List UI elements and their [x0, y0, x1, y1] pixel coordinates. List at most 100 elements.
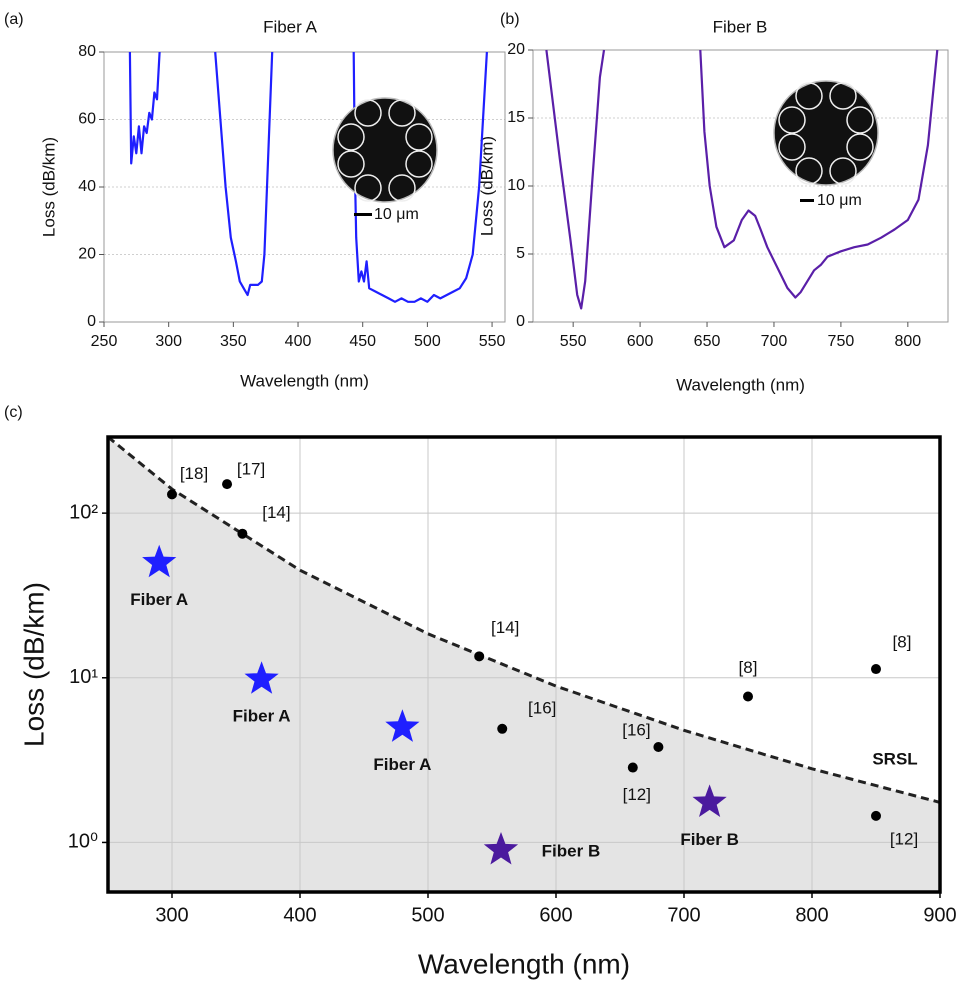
data-point: [237, 528, 248, 539]
fiber-cross-section: [773, 80, 879, 186]
data-point: [167, 489, 177, 500]
reference-label: [12]: [623, 785, 651, 804]
scale-label: 10 μm: [374, 206, 419, 223]
chart-title: Fiber A: [263, 17, 318, 36]
fiber-a-inset: 10 μm: [332, 97, 438, 223]
capillary: [354, 99, 382, 127]
y-tick-label: 10⁰: [68, 831, 98, 853]
panel: (a) Fiber A Wavelength (nm) Loss (dB/km) 0 20…: [4, 11, 506, 390]
star-marker: [385, 709, 420, 742]
reference-label: [16]: [528, 698, 556, 717]
capillary: [388, 99, 416, 127]
y-axis-label: Loss (dB/km): [477, 136, 496, 236]
fiber-label: Fiber A: [373, 755, 431, 774]
fiber-label: Fiber A: [233, 707, 291, 726]
data-point: [627, 762, 638, 773]
capillary: [778, 133, 806, 161]
y-tick-label: 80: [78, 43, 96, 60]
capillary: [795, 157, 823, 185]
x-tick-label: 750: [828, 333, 855, 350]
capillary: [829, 157, 857, 185]
x-tick-label: 900: [923, 904, 956, 926]
capillary: [388, 174, 416, 202]
y-tick-label: 0: [87, 313, 96, 330]
x-tick-label: 400: [283, 904, 316, 926]
scale-bar: [354, 213, 372, 216]
x-tick-label: 700: [667, 904, 700, 926]
capillary: [846, 106, 874, 134]
x-tick-label: 250: [91, 333, 118, 350]
capillary: [778, 106, 806, 134]
y-tick-label: 15: [507, 109, 525, 126]
panel-label: (a): [4, 11, 24, 28]
data-point: [871, 664, 881, 675]
x-tick-label: 400: [285, 333, 312, 350]
srsl-label: SRSL: [872, 749, 917, 768]
capillary: [405, 150, 433, 178]
x-tick-label: 550: [479, 333, 506, 350]
capillary: [337, 150, 365, 178]
x-tick-label: 700: [761, 333, 788, 350]
star-marker: [483, 832, 519, 865]
reference-label: [14]: [262, 503, 290, 522]
capillary: [405, 123, 433, 151]
reference-label: [8]: [893, 633, 912, 652]
fiber-label: Fiber B: [680, 830, 739, 849]
data-point: [653, 741, 664, 752]
capillary: [354, 174, 382, 202]
y-tick-label: 20: [78, 246, 96, 263]
star-marker: [244, 661, 279, 694]
data-line: [128, 51, 488, 303]
star-marker: [692, 784, 727, 817]
capillary: [829, 82, 857, 110]
fiber-b-inset: 10 μm: [773, 80, 879, 209]
data-point: [871, 810, 881, 821]
scale-label: 10 μm: [817, 192, 862, 209]
x-axis-label: Wavelength (nm): [418, 948, 630, 979]
srsl-line: [107, 435, 941, 804]
fiber-label: Fiber B: [542, 841, 601, 860]
x-tick-label: 300: [155, 904, 188, 926]
x-tick-label: 600: [627, 333, 654, 350]
x-tick-label: 300: [155, 333, 182, 350]
y-tick-label: 10²: [69, 501, 98, 523]
capillary: [337, 123, 365, 151]
x-tick-label: 500: [411, 904, 444, 926]
panel: (c) Wavelength (nm) Loss (dB/km) 10⁰ 10¹ 10² 3…: [4, 404, 957, 979]
y-tick-label: 10: [507, 177, 525, 194]
chart-title: Fiber B: [713, 17, 768, 36]
x-tick-label: 600: [539, 904, 572, 926]
data-line: [545, 49, 939, 310]
shaded-area: [108, 437, 940, 892]
plot-frame: [106, 435, 942, 894]
y-tick-label: 40: [78, 178, 96, 195]
star-marker: [142, 544, 177, 578]
y-tick-label: 20: [507, 41, 525, 58]
panel-label: (b): [500, 11, 520, 28]
reference-label: [12]: [890, 829, 918, 848]
data-point: [743, 691, 753, 702]
reference-label: [14]: [491, 618, 519, 637]
x-tick-label: 450: [349, 333, 376, 350]
x-tick-label: 800: [894, 333, 921, 350]
x-tick-label: 500: [414, 333, 441, 350]
y-axis-label: Loss (dB/km): [39, 137, 58, 237]
y-tick-label: 0: [516, 313, 525, 330]
x-axis-label: Wavelength (nm): [240, 371, 369, 390]
y-tick-label: 5: [516, 245, 525, 262]
x-axis-label: Wavelength (nm): [676, 375, 805, 394]
capillary: [795, 82, 823, 110]
panel-label: (c): [4, 404, 23, 421]
panel: (b) Fiber B Wavelength (nm) Loss (dB/km) 0 5 1…: [477, 11, 949, 394]
reference-label: [16]: [622, 720, 650, 739]
reference-label: [8]: [739, 658, 758, 677]
y-tick-label: 60: [78, 111, 96, 128]
x-tick-label: 550: [560, 333, 587, 350]
data-point: [222, 479, 233, 490]
fiber-cross-section: [332, 97, 438, 203]
scale-bar: [800, 199, 814, 202]
data-point: [497, 723, 508, 734]
reference-label: [17]: [237, 460, 265, 479]
capillary: [846, 133, 874, 161]
